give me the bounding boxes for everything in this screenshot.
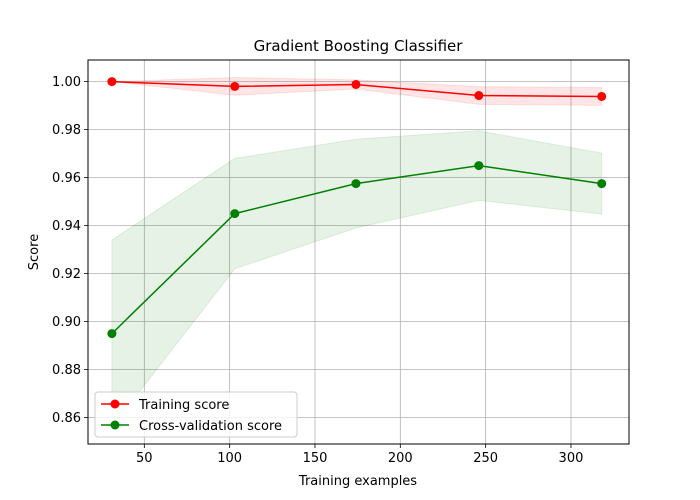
x-tick-label: 200 [388,451,413,466]
series-1-point [351,179,361,189]
y-tick-label: 0.86 [52,411,81,426]
x-tick-label: 300 [559,451,584,466]
legend-box [94,391,298,438]
legend-cv-label: Cross-validation score [139,419,282,434]
y-tick-label: 0.88 [52,363,81,378]
series-0-point [351,79,361,89]
y-tick-label: 0.92 [52,267,81,282]
series-1-point [597,179,607,189]
x-axis-label: Training examples [298,474,417,489]
series-0-point [474,91,484,101]
x-tick-label: 50 [136,451,153,466]
x-tick-label: 100 [217,451,242,466]
y-tick-label: 0.94 [52,219,81,234]
legend: Training score Cross-validation score [94,391,298,438]
y-tick-label: 1.00 [52,75,81,90]
y-tick-label: 0.98 [52,123,81,138]
series-0-point [107,77,117,87]
grid-lines [88,60,629,444]
series-1-point [474,161,484,171]
series-1-point [107,329,117,339]
x-axis-ticks: 50 100 150 200 250 300 [136,444,583,466]
series-1-point [230,209,240,219]
series-0-point [230,81,240,91]
y-tick-label: 0.90 [52,315,81,330]
plot-area [88,60,629,444]
y-axis-ticks: 0.86 0.88 0.90 0.92 0.94 0.96 0.98 1.00 [52,75,88,426]
y-axis-label: Score [27,234,42,270]
legend-training-marker [110,399,120,409]
legend-training-label: Training score [138,398,229,413]
series-points [107,77,607,339]
x-tick-label: 150 [303,451,328,466]
plot-frame [87,59,630,445]
x-tick-label: 250 [473,451,498,466]
series-1-band [111,130,603,429]
chart-title: Gradient Boosting Classifier [254,37,464,55]
y-tick-label: 0.96 [52,171,81,186]
series-0-point [597,91,607,101]
legend-cv-marker [110,420,120,430]
